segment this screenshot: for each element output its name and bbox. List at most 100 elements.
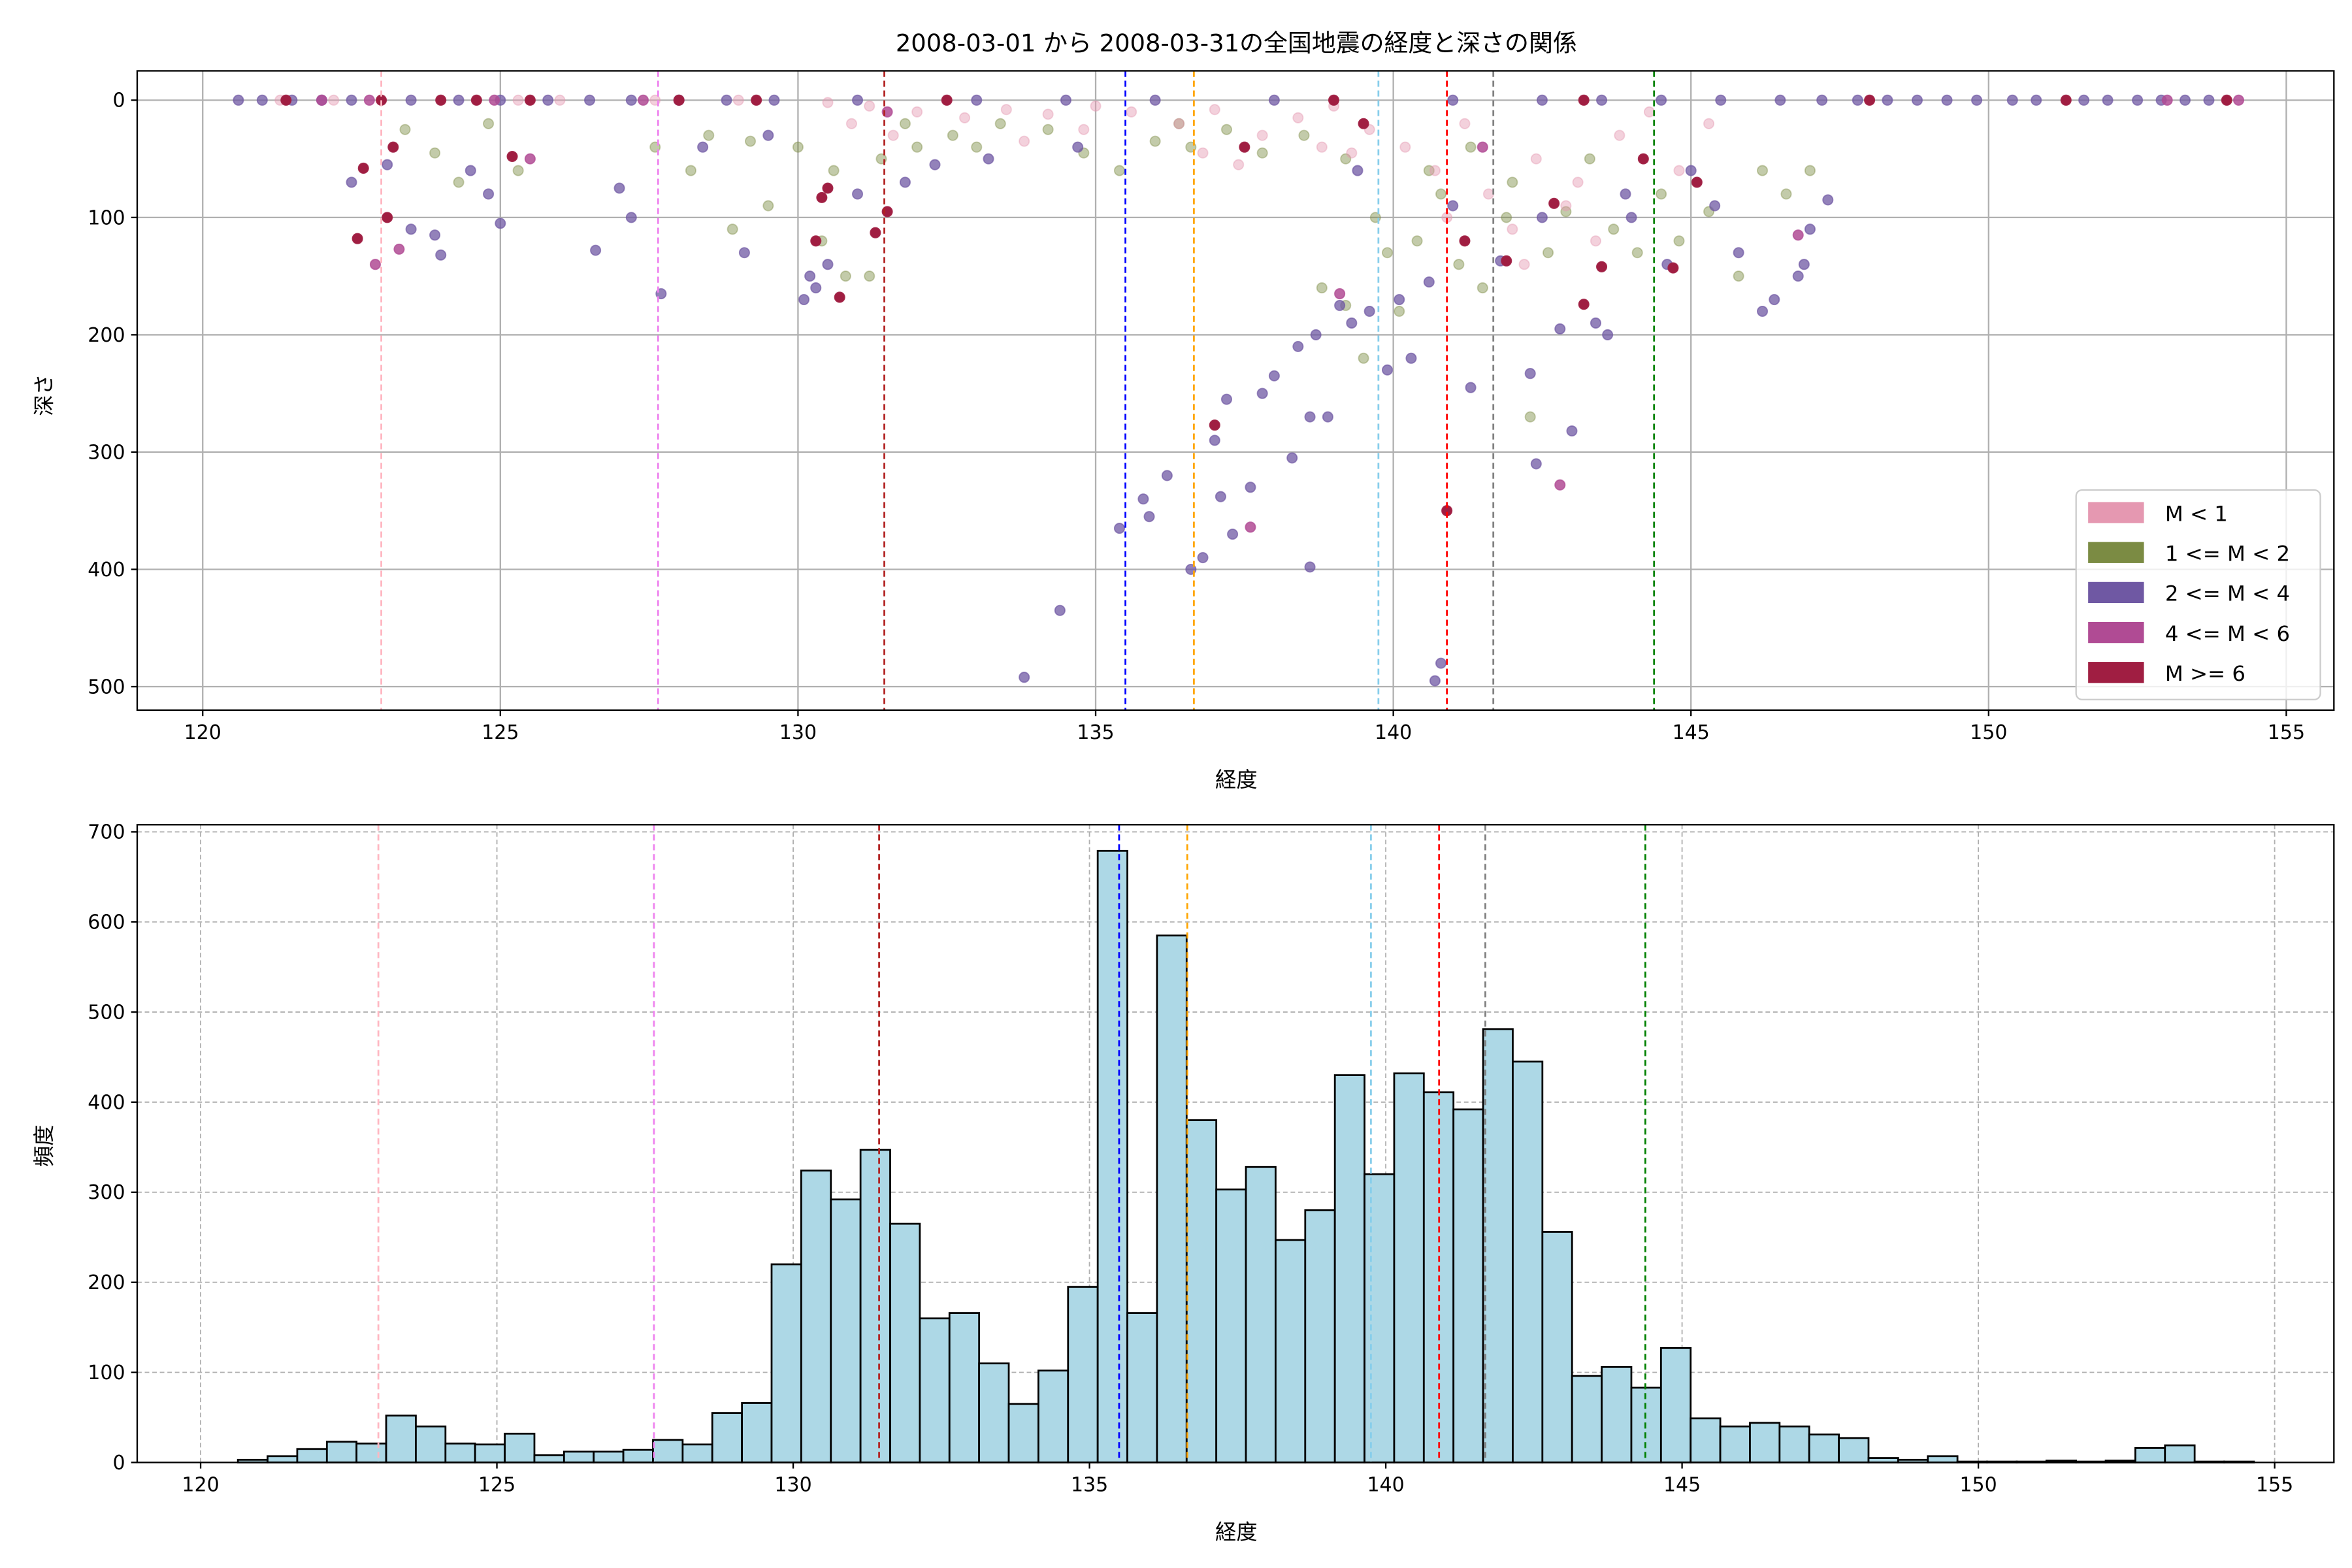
histogram-bar [711,1412,743,1463]
scatter-point [382,159,393,171]
scatter-point [792,141,804,153]
histogram-bar [622,1448,654,1463]
scatter-point [899,176,911,188]
scatter-point [1804,165,1816,176]
scatter-point [1477,282,1488,294]
histogram-bar [1512,1060,1544,1463]
scatter-point [2006,94,2018,106]
scatter-point [1852,94,1863,106]
scatter-point [1673,165,1685,176]
scatter-point [1316,282,1328,294]
scatter-point [1268,370,1280,382]
scatter-point [1143,511,1155,523]
histogram-bar [296,1448,328,1463]
legend-label: M < 1 [2165,501,2228,526]
scatter-point [1453,259,1465,270]
scatter-point [810,282,822,294]
scatter-point [328,94,340,106]
histogram-bar [415,1425,447,1463]
scatter-point [1673,235,1685,247]
histogram-bar [1245,1166,1277,1463]
scatter-point [2132,94,2144,106]
scatter-point [1310,329,1322,340]
x-tick-label: 120 [182,1473,219,1496]
scatter-point [256,94,268,106]
scatter-point [1447,200,1459,212]
histogram-bar [1096,849,1128,1463]
scatter-point [1220,393,1233,405]
scatter-point [1774,94,1786,106]
scatter-point [1435,657,1447,669]
histogram-bar [1452,1108,1484,1463]
scatter-point [852,94,864,106]
scatter-point [1381,364,1394,376]
scatter-point [1590,317,1601,329]
scatter-point [1227,529,1239,540]
scatter-point [2232,94,2245,106]
scatter-point [1423,165,1435,176]
scatter-point [1209,419,1220,431]
scatter-point [744,135,757,147]
scatter-point [1161,470,1173,482]
scatter-point [1233,159,1245,171]
histogram-bar [1037,1369,1070,1463]
histogram-bar [385,1414,417,1463]
scatter-point [1459,118,1471,129]
scatter-point [816,191,828,203]
scatter-point [1447,94,1459,106]
scatter-point [2031,94,2042,106]
x-tick-label: 155 [2256,1473,2293,1496]
scatter-point [1578,94,1590,106]
scatter-point [1298,129,1310,141]
x-tick-label: 125 [482,721,519,744]
scatter-point [625,94,637,106]
y-tick-label: 0 [112,1452,125,1475]
histogram-bar [978,1362,1010,1463]
histogram-bar [1304,1209,1336,1463]
y-tick-label: 200 [88,324,125,347]
x-tick-label: 130 [774,1473,811,1496]
histogram-bar [770,1263,802,1463]
histogram-bar [2164,1444,2196,1463]
scatter-point [435,249,447,261]
y-tick-label: 700 [88,821,125,844]
scatter-point [1941,94,1953,106]
scatter-point [828,165,840,176]
scatter-point [1209,434,1220,446]
x-tick-label: 145 [1673,721,1710,744]
scatter-point [554,94,566,106]
scatter-point [1137,493,1149,505]
histogram-bar [1571,1375,1603,1463]
scatter-point [1816,94,1828,106]
scatter-point [1971,94,1983,106]
scatter-point [911,106,923,118]
scatter-point [382,212,393,223]
histogram-axes: 120 125 130 135 140 145 150 155 0 100 200 300 400 500… [88,821,2335,1496]
scatter-point [1304,561,1316,573]
scatter-point [1394,305,1405,318]
histogram-x-label: 経度 [1215,1520,1258,1544]
scatter-point [399,123,411,135]
scatter-point [351,233,363,244]
scatter-point [1482,188,1494,200]
scatter-point [405,223,417,235]
scatter-point [489,94,500,106]
scatter-point [1090,100,1102,112]
histogram-bar [444,1443,476,1463]
histogram-bar [1126,1312,1158,1463]
scatter-point [703,129,715,141]
legend-swatch [2088,581,2144,604]
scatter-point [1268,94,1280,106]
scatter-point [1566,425,1578,437]
y-tick-label: 600 [88,911,125,934]
histogram-bar [1067,1286,1099,1463]
scatter-point [1215,491,1226,502]
axes-frame [136,70,2335,711]
scatter-point [2102,94,2114,106]
histogram-bar [325,1441,358,1463]
scatter-point [1536,94,1548,106]
scatter-point [1220,123,1233,135]
scatter-point [1709,200,1721,212]
histogram-bar [800,1169,832,1463]
scatter-point [804,270,816,282]
